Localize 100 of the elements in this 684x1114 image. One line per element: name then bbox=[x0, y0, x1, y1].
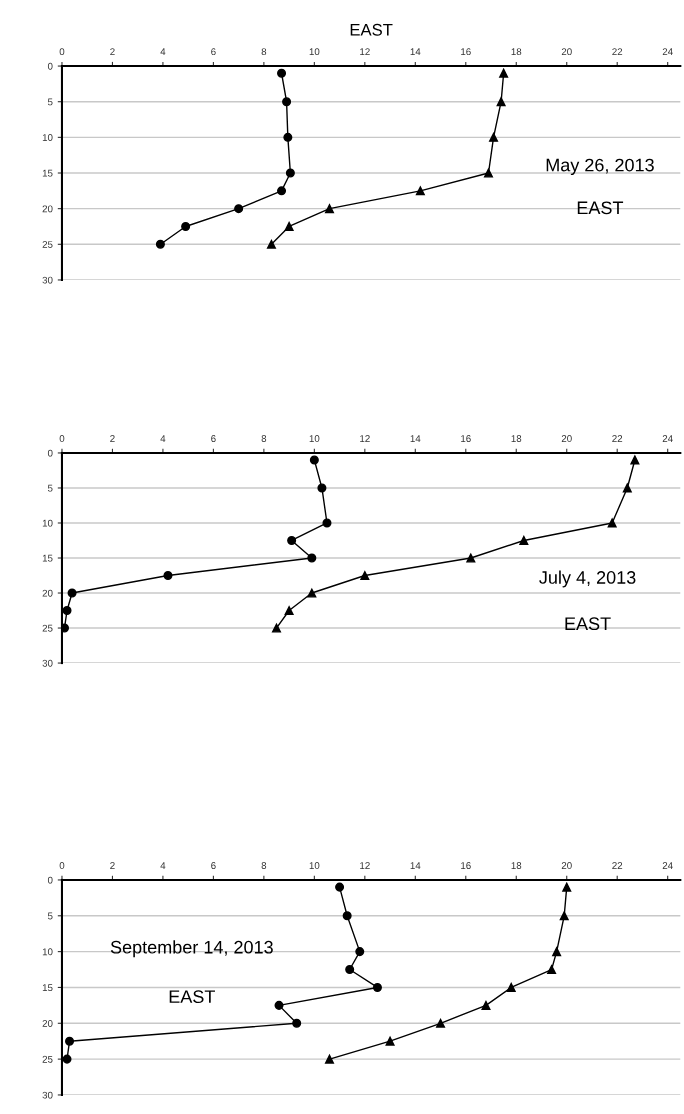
y-tick-label: 10 bbox=[42, 519, 53, 527]
y-tick-label: 0 bbox=[47, 876, 53, 884]
annotation: EAST bbox=[169, 990, 215, 1004]
y-tick-label: 25 bbox=[42, 241, 53, 248]
point bbox=[622, 483, 632, 493]
point bbox=[360, 570, 370, 581]
point bbox=[322, 518, 332, 528]
x-tick-label: 8 bbox=[261, 862, 267, 869]
y-tick-label: 20 bbox=[42, 1020, 53, 1027]
x-tick-label: 0 bbox=[59, 48, 65, 56]
point bbox=[324, 1054, 335, 1064]
point bbox=[547, 965, 557, 975]
point bbox=[277, 186, 287, 196]
point bbox=[283, 132, 293, 142]
y-tick-label: 30 bbox=[42, 1091, 53, 1099]
point bbox=[519, 535, 529, 546]
x-tick-label: 18 bbox=[511, 435, 522, 442]
x-tick-label: 24 bbox=[662, 435, 673, 442]
x-tick-label: 14 bbox=[410, 435, 421, 442]
y-tick-label: 25 bbox=[42, 624, 53, 632]
x-tick-label: 20 bbox=[561, 435, 572, 442]
x-tick-label: 0 bbox=[59, 862, 65, 869]
point bbox=[385, 1036, 395, 1046]
point bbox=[345, 965, 355, 975]
point bbox=[436, 1018, 446, 1028]
x-tick-label: 10 bbox=[309, 435, 320, 442]
x-tick-label: 22 bbox=[612, 862, 623, 869]
x-tick-label: 18 bbox=[511, 48, 522, 56]
point bbox=[307, 588, 317, 598]
annotation: September 14, 2013 bbox=[110, 940, 273, 958]
point bbox=[506, 982, 516, 992]
x-tick-label: 20 bbox=[561, 48, 572, 56]
point bbox=[62, 1054, 72, 1064]
y-tick-label: 10 bbox=[42, 134, 53, 141]
y-tick-label: 0 bbox=[47, 62, 53, 70]
x-tick-label: 12 bbox=[360, 435, 370, 442]
point bbox=[62, 606, 72, 616]
x-tick-label: 16 bbox=[461, 48, 471, 56]
x-tick-label: 14 bbox=[410, 862, 421, 869]
x-tick-label: 22 bbox=[612, 435, 623, 442]
x-tick-label: 8 bbox=[261, 435, 267, 442]
point bbox=[309, 455, 319, 465]
point bbox=[155, 239, 165, 249]
y-tick-label: 5 bbox=[47, 484, 53, 492]
point bbox=[181, 221, 191, 231]
point bbox=[284, 221, 294, 231]
y-tick-label: 15 bbox=[42, 984, 53, 992]
point bbox=[287, 535, 297, 546]
point bbox=[307, 553, 317, 563]
point bbox=[342, 911, 352, 921]
y-tick-label: 0 bbox=[47, 449, 53, 457]
point bbox=[67, 588, 77, 598]
x-tick-label: 2 bbox=[110, 862, 115, 869]
point bbox=[271, 623, 282, 633]
point bbox=[335, 882, 345, 892]
x-tick-label: 12 bbox=[360, 48, 370, 56]
x-tick-label: 4 bbox=[160, 435, 166, 442]
y-tick-label: 15 bbox=[42, 554, 53, 562]
y-tick-label: 5 bbox=[47, 912, 53, 920]
x-tick-label: 10 bbox=[309, 48, 320, 56]
point bbox=[282, 97, 292, 107]
point bbox=[65, 1036, 75, 1046]
x-tick-label: 12 bbox=[360, 862, 370, 869]
point bbox=[552, 947, 562, 957]
y-tick-label: 30 bbox=[42, 276, 53, 284]
x-tick-label: 6 bbox=[211, 48, 216, 56]
x-tick-label: 24 bbox=[662, 862, 673, 869]
x-tick-label: 4 bbox=[160, 48, 166, 56]
point bbox=[630, 455, 640, 465]
point bbox=[234, 204, 244, 214]
x-tick-label: 24 bbox=[662, 48, 673, 56]
y-tick-label: 20 bbox=[42, 589, 53, 597]
point bbox=[266, 239, 276, 249]
point bbox=[559, 911, 569, 921]
x-tick-label: 10 bbox=[309, 862, 320, 869]
point bbox=[607, 518, 617, 528]
point bbox=[489, 132, 499, 142]
annotation: May 26, 2013 bbox=[546, 158, 654, 175]
x-tick-label: 0 bbox=[59, 435, 65, 442]
point bbox=[284, 606, 294, 616]
point bbox=[415, 186, 425, 196]
y-tick-label: 5 bbox=[47, 98, 53, 106]
point bbox=[292, 1018, 302, 1028]
x-tick-label: 18 bbox=[511, 862, 522, 869]
chart-title: EAST bbox=[350, 23, 393, 36]
point bbox=[372, 982, 382, 992]
y-tick-label: 10 bbox=[42, 948, 53, 956]
point bbox=[163, 570, 173, 581]
x-tick-label: 2 bbox=[110, 435, 115, 442]
y-tick-label: 15 bbox=[42, 169, 53, 177]
point bbox=[317, 483, 327, 493]
annotation: EAST bbox=[565, 617, 611, 631]
x-tick-label: 6 bbox=[211, 862, 216, 869]
point bbox=[496, 97, 506, 107]
x-tick-label: 6 bbox=[211, 435, 216, 442]
x-tick-label: 14 bbox=[410, 48, 421, 56]
x-tick-label: 22 bbox=[612, 48, 623, 56]
annotation: July 4, 2013 bbox=[539, 570, 636, 588]
point bbox=[466, 553, 476, 563]
point bbox=[355, 947, 365, 957]
